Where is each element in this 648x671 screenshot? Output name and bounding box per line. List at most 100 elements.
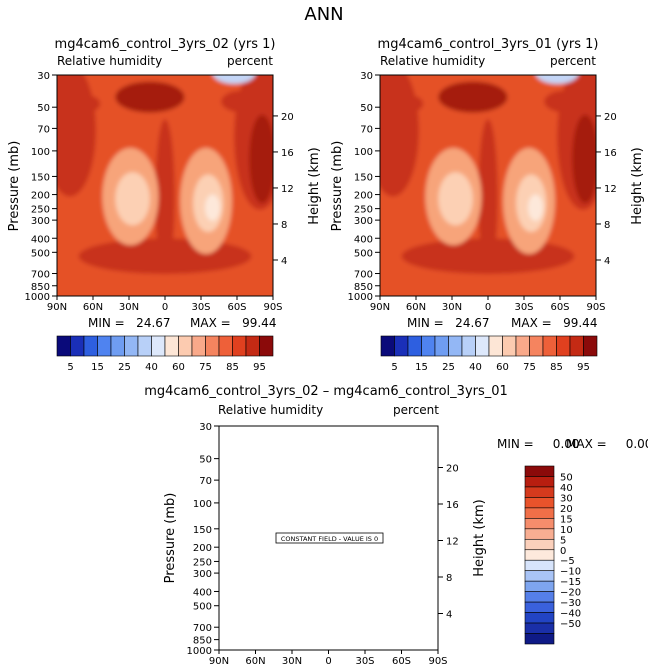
variable-label: Relative humidity bbox=[380, 54, 485, 68]
upper-band-south bbox=[544, 90, 588, 113]
colorbar-swatch bbox=[524, 601, 555, 613]
colorbar-swatch bbox=[380, 335, 395, 357]
min-value: MIN = 24.67 bbox=[407, 316, 490, 330]
y2-axis-label: Height (km) bbox=[472, 499, 487, 576]
y2-tick-label: 16 bbox=[281, 148, 294, 159]
variable-label: Relative humidity bbox=[218, 403, 323, 417]
driest-core bbox=[527, 194, 544, 221]
x-tick-label: 90S bbox=[263, 302, 282, 313]
y2-tick-label: 12 bbox=[446, 536, 459, 547]
upper-band-south bbox=[221, 90, 265, 113]
tropical-column bbox=[155, 119, 175, 274]
plot-frame bbox=[218, 425, 439, 651]
colorbar-label: 5 bbox=[560, 535, 566, 546]
colorbar-label: 25 bbox=[442, 362, 455, 373]
colorbar-swatch bbox=[245, 335, 260, 357]
colorbar-swatch bbox=[151, 335, 166, 357]
y-tick-label: 700 bbox=[31, 270, 50, 281]
colorbar-swatch bbox=[488, 335, 503, 357]
colorbar-swatch bbox=[524, 591, 555, 603]
colorbar-swatch bbox=[524, 580, 555, 592]
x-tick-label: 60N bbox=[406, 302, 426, 313]
colorbar-label: 40 bbox=[469, 362, 482, 373]
x-tick-label: 30S bbox=[355, 656, 374, 667]
units-label: percent bbox=[227, 54, 273, 68]
colorbar-label: 0 bbox=[560, 546, 566, 557]
y-tick-label: 400 bbox=[31, 234, 50, 245]
units-label: percent bbox=[393, 403, 439, 417]
y2-tick-label: 20 bbox=[604, 112, 617, 123]
colorbar-label: 85 bbox=[226, 362, 239, 373]
y2-tick-label: 4 bbox=[604, 256, 610, 267]
max-value: MAX = 99.44 bbox=[190, 316, 276, 330]
y-tick-label: 200 bbox=[354, 191, 373, 202]
y2-axis-label: Height (km) bbox=[630, 147, 645, 224]
min-value: MIN = 24.67 bbox=[88, 316, 171, 330]
y-tick-label: 30 bbox=[360, 71, 373, 82]
colorbar-label: 15 bbox=[91, 362, 104, 373]
panel-title: mg4cam6_control_3yrs_01 (yrs 1) bbox=[378, 37, 599, 52]
max-band-south bbox=[249, 114, 273, 204]
y-tick-label: 850 bbox=[31, 282, 50, 293]
y2-tick-label: 16 bbox=[604, 148, 617, 159]
y2-tick-label: 4 bbox=[281, 256, 287, 267]
colorbar-swatch bbox=[83, 335, 98, 357]
colorbar-swatch bbox=[524, 538, 555, 551]
colorbar-swatch bbox=[70, 335, 85, 357]
colorbar-swatch bbox=[394, 335, 409, 357]
y-tick-label: 1000 bbox=[187, 646, 212, 657]
colorbar-label: 40 bbox=[560, 483, 573, 494]
y-tick-label: 70 bbox=[199, 476, 212, 487]
y-axis-label: Pressure (mb) bbox=[7, 141, 22, 232]
y-tick-label: 850 bbox=[193, 636, 212, 647]
y-tick-label: 300 bbox=[31, 216, 50, 227]
x-tick-label: 60S bbox=[227, 302, 246, 313]
colorbar-label: 20 bbox=[560, 504, 573, 515]
colorbar-swatch bbox=[524, 633, 555, 645]
colorbar-label: −50 bbox=[560, 619, 581, 630]
max-value: MAX = 99.44 bbox=[511, 316, 597, 330]
colorbar-swatch bbox=[421, 335, 436, 357]
y-tick-label: 50 bbox=[360, 103, 373, 114]
contour-field bbox=[380, 75, 596, 296]
y-tick-label: 200 bbox=[193, 543, 212, 554]
panel-title: mg4cam6_control_3yrs_02 – mg4cam6_contro… bbox=[144, 384, 508, 399]
y-tick-label: 150 bbox=[354, 172, 373, 183]
colorbar-swatch bbox=[475, 335, 490, 357]
y-tick-label: 100 bbox=[193, 499, 212, 510]
colorbar-swatch bbox=[524, 622, 555, 634]
x-tick-label: 60N bbox=[245, 656, 265, 667]
y-axis-label: Pressure (mb) bbox=[330, 141, 345, 232]
colorbar-label: 15 bbox=[415, 362, 428, 373]
driest-core bbox=[204, 194, 221, 221]
colorbar-label: 75 bbox=[523, 362, 536, 373]
y-tick-label: 500 bbox=[31, 248, 50, 259]
colorbar-swatch bbox=[524, 518, 555, 530]
tropopause-moist-core bbox=[438, 81, 508, 113]
colorbar-label: 50 bbox=[560, 472, 573, 483]
contour-field bbox=[57, 75, 273, 296]
x-tick-label: 30S bbox=[191, 302, 210, 313]
upper-band-north bbox=[392, 94, 424, 113]
y2-tick-label: 20 bbox=[446, 463, 459, 474]
colorbar-swatch bbox=[542, 335, 557, 357]
colorbar-left: 5 15 25 40 60 75 85 95 bbox=[56, 335, 274, 373]
y-tick-label: 250 bbox=[31, 205, 50, 216]
panel-top-right: mg4cam6_control_3yrs_01 (yrs 1) Relative… bbox=[330, 37, 645, 330]
colorbar-swatch bbox=[191, 335, 206, 357]
colorbar-right: 5 15 25 40 60 75 85 95 bbox=[380, 335, 598, 373]
colorbar-swatch bbox=[502, 335, 517, 357]
max-value: MAX = 0.00 bbox=[566, 437, 648, 451]
y-tick-label: 250 bbox=[193, 557, 212, 568]
x-tick-label: 30N bbox=[119, 302, 139, 313]
y-tick-label: 700 bbox=[193, 623, 212, 634]
min-value: MIN = 0.00 bbox=[497, 437, 580, 451]
colorbar-swatch bbox=[232, 335, 247, 357]
colorbar-swatch bbox=[524, 486, 555, 498]
x-tick-label: 0 bbox=[162, 302, 168, 313]
colorbar-label: 5 bbox=[67, 362, 73, 373]
y2-tick-label: 8 bbox=[446, 573, 452, 584]
y-tick-label: 50 bbox=[199, 455, 212, 466]
